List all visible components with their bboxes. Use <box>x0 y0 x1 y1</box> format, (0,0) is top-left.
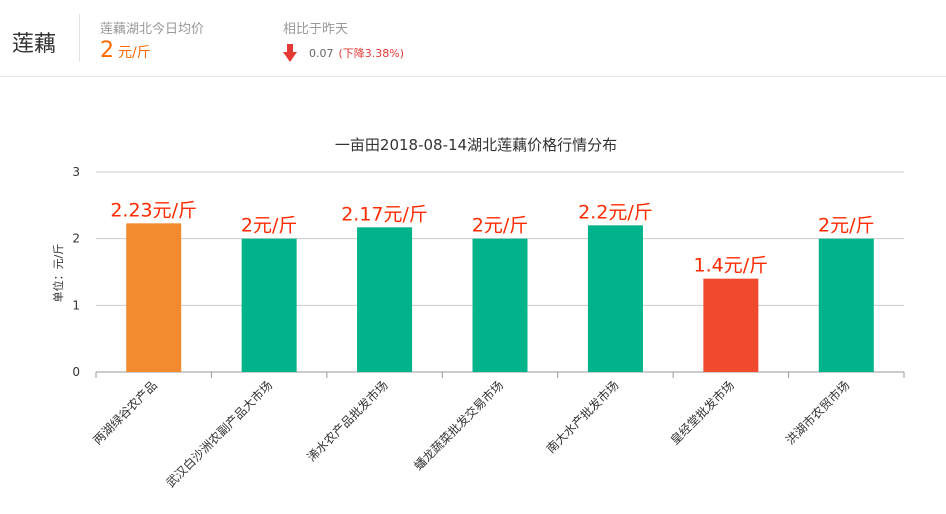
average-price-value: 2 元/斤 <box>100 38 151 63</box>
product-name: 莲藕 <box>12 32 57 57</box>
bar-value-label: 1.4元/斤 <box>694 255 769 277</box>
average-price-unit: 元/斤 <box>118 45 151 61</box>
x-axis-ticks <box>95 372 905 378</box>
x-category-label: 两湖绿谷农产品 <box>90 378 160 448</box>
x-axis-labels: 两湖绿谷农产品 武汉白沙洲农副产品大市场 浠水农产品批发市场 蟠龙蔬菜批发交易市场 南大… <box>90 378 853 490</box>
bar <box>241 238 297 372</box>
compare-label: 相比于昨天 <box>283 22 349 37</box>
bar <box>472 238 528 372</box>
bar <box>126 223 182 372</box>
change-value: 0.07 <box>309 46 334 60</box>
price-summary-header: 莲藕 莲藕湖北今日均价 2 元/斤 相比于昨天 0.07 (下降3.38%) <box>0 0 946 77</box>
y-tick-label: 3 <box>72 165 80 179</box>
price-distribution-chart: 一亩田2018-08-14湖北莲藕价格行情分布 单位：元/斤 0 1 2 3 2.23… <box>51 136 905 490</box>
bar-value-label: 2元/斤 <box>472 215 529 237</box>
bar-value-label: 2.2元/斤 <box>578 201 653 223</box>
bar-value-label: 2元/斤 <box>818 215 875 237</box>
x-category-label: 武汉白沙洲农副产品大市场 <box>163 378 275 490</box>
arrow-down-icon <box>283 44 297 62</box>
x-category-label: 皇经堂批发市场 <box>667 378 737 448</box>
x-category-label: 浠水农产品批发市场 <box>304 378 391 465</box>
price-change: 0.07 (下降3.38%) <box>283 44 404 62</box>
average-price-label: 莲藕湖北今日均价 <box>100 22 205 37</box>
bar-value-label: 2元/斤 <box>241 215 298 237</box>
bar <box>818 238 874 372</box>
header-divider <box>79 14 80 62</box>
bar <box>357 227 413 372</box>
bar-value-label: 2.23元/斤 <box>110 199 197 221</box>
y-tick-label: 0 <box>72 365 80 379</box>
bar <box>587 225 643 372</box>
value-labels: 2.23元/斤 2元/斤 2.17元/斤 2元/斤 2.2元/斤 1.4元/斤 2元/斤 <box>110 199 874 276</box>
average-price-number: 2 <box>100 38 114 63</box>
y-axis-label: 单位：元/斤 <box>51 244 65 303</box>
bars <box>126 223 874 372</box>
bar <box>703 278 759 372</box>
chart-title: 一亩田2018-08-14湖北莲藕价格行情分布 <box>335 136 617 154</box>
y-tick-label: 2 <box>72 232 80 246</box>
x-category-label: 南大水产批发市场 <box>543 378 621 456</box>
change-percent: (下降3.38%) <box>338 47 405 60</box>
x-category-label: 蟠龙蔬菜批发交易市场 <box>411 378 506 473</box>
bar-value-label: 2.17元/斤 <box>341 203 428 225</box>
x-category-label: 洪湖市农贸市场 <box>782 378 852 448</box>
y-axis-ticks: 0 1 2 3 <box>72 165 80 379</box>
y-tick-label: 1 <box>72 298 80 312</box>
